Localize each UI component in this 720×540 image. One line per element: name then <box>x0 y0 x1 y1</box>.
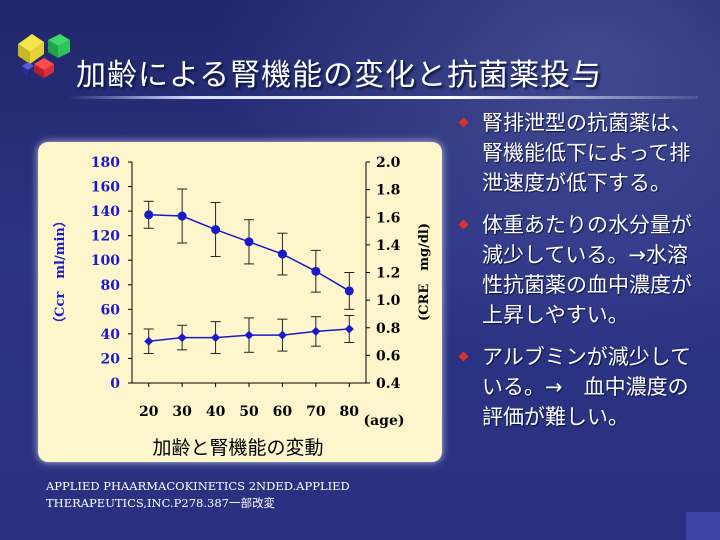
left-tick-label: 20 <box>101 351 121 367</box>
series-1-point <box>244 237 254 247</box>
x-tick-label: 60 <box>273 404 293 420</box>
series-2-point <box>211 333 221 343</box>
chart-title: 加齢と腎機能の変動 <box>152 437 323 459</box>
x-tick-label: 50 <box>239 404 259 420</box>
x-axis-label: (age) <box>363 413 404 429</box>
x-tick-label: 70 <box>306 404 326 420</box>
left-tick-label: 160 <box>91 180 120 196</box>
slide-title: 加齢による腎機能の変化と抗菌薬投与 <box>76 58 603 93</box>
right-tick-label: 0.4 <box>376 376 401 392</box>
bullet-text: 腎排泄型の抗菌薬は、腎機能低下によって排泄速度が低下する。 <box>482 111 692 195</box>
series-1-point <box>211 225 221 235</box>
title-underline <box>68 96 698 99</box>
x-tick-label: 40 <box>206 404 226 420</box>
x-tick-label: 80 <box>340 404 360 420</box>
left-axis-label: （Ccr ml/min） <box>52 214 68 330</box>
series-1-point <box>177 211 187 221</box>
bullet-item: 体重あたりの水分量が減少している。→水溶性抗菌薬の血中濃度が上昇しやすい。 <box>458 210 708 330</box>
left-tick-label: 140 <box>91 204 120 220</box>
bullet-item: 腎排泄型の抗菌薬は、腎機能低下によって排泄速度が低下する。 <box>458 108 708 198</box>
left-tick-label: 180 <box>91 155 120 171</box>
series-2-point <box>311 326 321 336</box>
right-tick-label: 0.8 <box>376 321 400 337</box>
right-tick-label: 1.8 <box>376 183 400 199</box>
bullet-text: アルブミンが減少している。→ 血中濃度の評価が難しい。 <box>482 345 692 429</box>
right-axis-label: (CRE mg/dl) <box>417 223 432 321</box>
x-tick-label: 20 <box>139 404 159 420</box>
diamond-bullet-icon <box>458 219 469 230</box>
right-tick-label: 1.6 <box>376 210 400 226</box>
bullet-text: 体重あたりの水分量が減少している。→水溶性抗菌薬の血中濃度が上昇しやすい。 <box>482 213 692 327</box>
cube-logo-icon <box>18 34 70 78</box>
diamond-bullet-icon <box>458 117 469 128</box>
right-tick-label: 1.0 <box>376 293 401 309</box>
bullet-item: アルブミンが減少している。→ 血中濃度の評価が難しい。 <box>458 342 708 432</box>
left-tick-label: 60 <box>101 302 121 318</box>
left-tick-label: 100 <box>91 253 120 269</box>
chart-svg: （Ccr ml/min） (CRE mg/dl) (age) 加齢と腎機能の変動… <box>52 155 432 459</box>
source-citation: APPLIED PHAARMACOKINETICS 2NDED.APPLIED … <box>46 479 350 510</box>
series-2-point <box>244 330 254 340</box>
series-2-point <box>177 333 187 343</box>
series-1-point <box>344 286 354 296</box>
left-tick-label: 0 <box>110 376 120 392</box>
corner-block <box>686 512 720 540</box>
left-tick-label: 40 <box>101 327 121 343</box>
series-2-point <box>144 336 154 346</box>
diamond-bullet-icon <box>458 351 469 362</box>
right-tick-label: 1.4 <box>376 238 401 254</box>
bullet-list: 腎排泄型の抗菌薬は、腎機能低下によって排泄速度が低下する。 体重あたりの水分量が… <box>458 108 708 444</box>
left-tick-label: 80 <box>101 278 121 294</box>
x-tick-label: 30 <box>172 404 192 420</box>
left-tick-label: 120 <box>91 229 120 245</box>
series-1-point <box>144 210 154 220</box>
series-2-point <box>277 330 287 340</box>
chart-panel: （Ccr ml/min） (CRE mg/dl) (age) 加齢と腎機能の変動… <box>38 142 442 462</box>
right-tick-label: 1.2 <box>376 266 400 282</box>
series-1-point <box>277 249 287 259</box>
series-1-point <box>311 266 321 276</box>
series-2-point <box>344 324 354 334</box>
right-tick-label: 0.6 <box>376 348 400 364</box>
right-tick-label: 2.0 <box>376 155 401 171</box>
